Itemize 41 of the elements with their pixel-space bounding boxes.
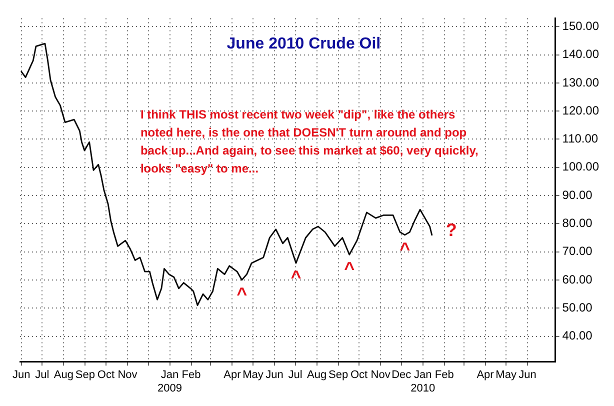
annotation: ^ xyxy=(344,258,356,279)
x-tick-label: Dec xyxy=(392,369,412,382)
x-tick-label: Sep xyxy=(75,369,95,382)
x-tick-label: Feb xyxy=(182,369,201,382)
x-tick-label: Nov xyxy=(118,369,138,382)
annotation: ^ xyxy=(400,238,411,259)
x-tick-label: Jan 2009 xyxy=(158,369,182,394)
y-tick-label: 60.00 xyxy=(562,272,593,286)
x-tick-label: Oct xyxy=(350,369,368,382)
y-tick-label: 110.00 xyxy=(562,132,598,146)
y-tick-label: 100.00 xyxy=(562,160,600,174)
annotation: ? xyxy=(446,220,457,240)
y-tick-label: 70.00 xyxy=(562,244,593,258)
x-tick-label: Jan 2010 xyxy=(410,369,436,394)
x-tick-label: Nov xyxy=(370,369,391,382)
x-tick-label: May xyxy=(496,369,517,382)
y-tick-label: 120.00 xyxy=(562,103,600,118)
text: June 2010 Crude Oil xyxy=(226,35,381,52)
x-tick-label: Feb xyxy=(434,369,454,382)
x-tick-label: Oct xyxy=(97,369,115,382)
x-tick-label: Jul xyxy=(35,369,50,382)
y-tick-label: 140.00 xyxy=(562,47,600,62)
y-tick-label: 90.00 xyxy=(562,188,593,202)
x-tick-label: Jun xyxy=(518,369,536,382)
y-tick-label: 150.00 xyxy=(562,18,600,33)
x-tick-label: Jun xyxy=(12,369,30,382)
y-tick-label: 50.00 xyxy=(562,300,593,314)
x-tick-label: Apr xyxy=(224,369,242,382)
y-tick-label: 80.00 xyxy=(562,216,593,230)
x-tick-label: Jul xyxy=(288,369,302,382)
x-tick-label: Jun xyxy=(266,369,284,382)
x-tick-label: Sep xyxy=(328,369,348,382)
x-tick-label: Apr xyxy=(476,369,494,382)
x-tick-label: May xyxy=(242,369,264,382)
y-tick-label: 40.00 xyxy=(562,328,593,343)
x-tick-label: Aug xyxy=(54,369,74,382)
annotation: ^ xyxy=(290,267,302,288)
annotation: I think THIS most recent two week "dip", like the others noted here, is the one that DOESN'T turn around and pop back up...And again, to see this market at $60, very quickly, looks "easy" to me... xyxy=(140,108,478,176)
y-tick-label: 130.00 xyxy=(562,75,600,90)
x-tick-label: Aug xyxy=(306,369,327,382)
annotation: ^ xyxy=(236,284,248,304)
